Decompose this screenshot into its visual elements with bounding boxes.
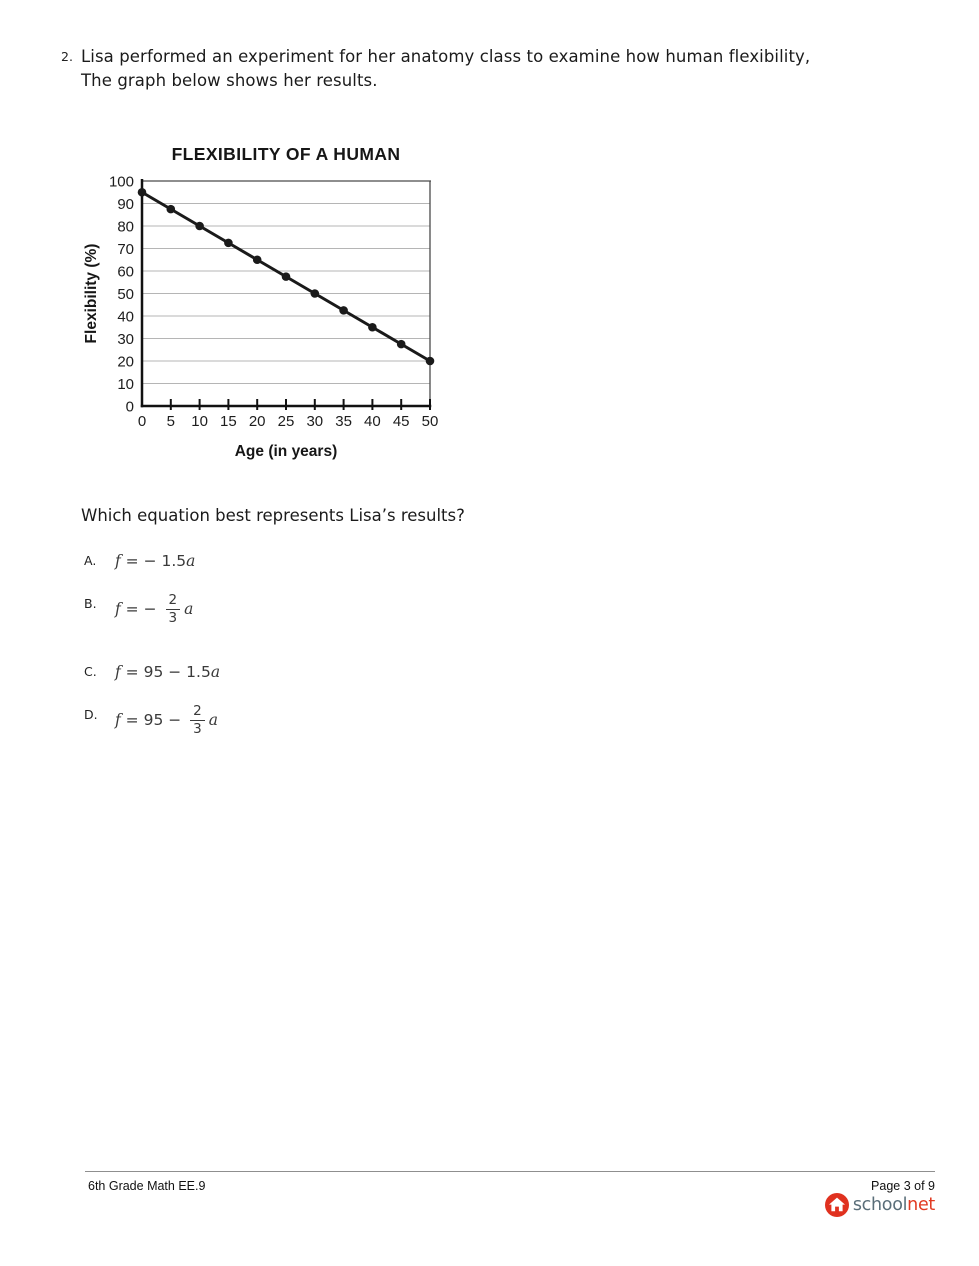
option-label-c: C.: [84, 664, 97, 679]
data-point: [425, 356, 435, 366]
flexibility-line-chart: 0 5 10 15 20 25 30 35 40 45 50 0 10 20 30 40 50 60 70 80 90 1…: [83, 144, 439, 460]
data-point: [166, 204, 176, 214]
footer-course-label: 6th Grade Math EE.9: [88, 1179, 206, 1193]
home-icon: [824, 1193, 849, 1217]
y-tick-label: 50: [117, 286, 134, 303]
prompt-text: Which equation best represents Lisa’s re…: [81, 506, 465, 525]
data-point: [368, 322, 377, 332]
equation-variable: f: [115, 600, 121, 619]
question-number: 2.: [61, 49, 73, 64]
y-tick-label: 60: [117, 264, 134, 281]
x-axis-label: Age (in years): [235, 443, 338, 460]
option-label-a: A.: [84, 553, 97, 568]
option-row-a: A. f = − 1.5 a: [84, 549, 195, 573]
data-point: [195, 221, 204, 231]
equation-variable: a: [186, 552, 196, 570]
y-tick-label: 20: [117, 354, 134, 371]
y-tick-label: 40: [117, 309, 134, 326]
equation-variable: f: [115, 663, 121, 681]
x-tick-label: 45: [393, 413, 410, 430]
schoolnet-logo: schoolnet: [824, 1192, 935, 1218]
equation-variable: f: [115, 552, 121, 570]
data-point: [224, 238, 233, 248]
data-point: [396, 339, 406, 349]
x-tick-label: 40: [364, 413, 381, 430]
x-tick-label: 5: [167, 413, 175, 430]
equation-variable: a: [208, 711, 218, 730]
logo-text-net: net: [907, 1195, 935, 1215]
option-row-c: C. f = 95 − 1.5 a: [84, 660, 220, 684]
y-tick-label: 90: [117, 196, 134, 213]
x-tick-label: 30: [306, 413, 323, 430]
data-point: [310, 289, 320, 298]
option-label-b: B.: [84, 596, 97, 611]
footer-page-number: Page 3 of 9: [871, 1179, 935, 1193]
option-equation-a: f = − 1.5 a: [115, 552, 196, 570]
question-text-line2: The graph below shows her results.: [81, 70, 378, 90]
x-tick-label: 0: [138, 413, 146, 430]
y-axis-label: Flexibility (%): [83, 244, 100, 344]
equation-variable: a: [184, 600, 194, 619]
y-tick-label: 80: [117, 219, 134, 236]
question-text-line1: Lisa performed an experiment for her ana…: [81, 47, 811, 66]
question-text: Lisa performed an experiment for her ana…: [81, 45, 961, 92]
flexibility-chart: 0 5 10 15 20 25 30 35 40 45 50 0 10 20 30 40 50 60 70 80 90 1…: [75, 135, 465, 465]
y-tick-label: 0: [126, 399, 134, 416]
y-tick-label: 30: [117, 331, 134, 348]
y-tick-label: 100: [109, 174, 134, 191]
option-equation-c: f = 95 − 1.5 a: [115, 663, 221, 681]
x-tick-label: 25: [278, 413, 295, 430]
x-tick-label: 20: [249, 413, 266, 430]
x-tick-label: 10: [191, 413, 208, 430]
chart-title: FLEXIBILITY OF A HUMAN: [172, 144, 401, 164]
x-tick-label: 35: [335, 413, 352, 430]
logo-text-school: school: [852, 1195, 908, 1215]
data-point: [137, 187, 147, 197]
y-tick-label: 70: [117, 241, 134, 258]
equation-variable: f: [115, 711, 121, 730]
data-point: [281, 272, 291, 281]
y-tick-label: 10: [117, 376, 134, 393]
data-point: [252, 255, 262, 265]
x-tick-label: 15: [220, 413, 237, 430]
data-point: [339, 306, 348, 315]
x-tick-label: 50: [422, 413, 439, 430]
equation-variable: a: [210, 663, 221, 681]
option-label-d: D.: [84, 707, 98, 722]
footer-divider: [85, 1171, 935, 1172]
